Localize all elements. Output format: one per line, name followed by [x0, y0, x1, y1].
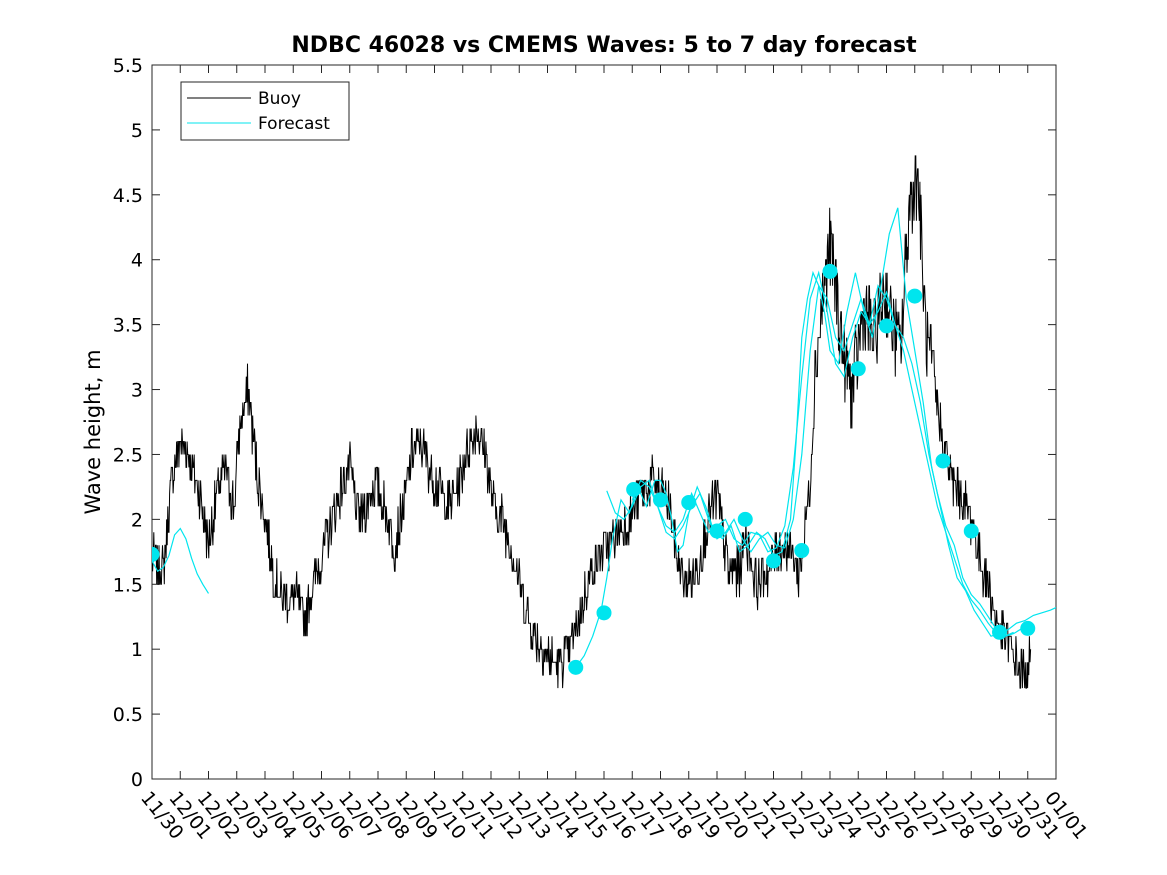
- forecast-marker: [879, 318, 894, 334]
- y-tick-label: 3.5: [113, 315, 143, 337]
- y-tick-label: 3: [131, 380, 143, 402]
- legend-box: [180, 81, 350, 141]
- forecast-marker: [794, 543, 810, 559]
- forecast-marker: [596, 605, 612, 621]
- series-group: [152, 155, 1056, 689]
- forecast-marker: [653, 492, 668, 508]
- forecast-marker: [152, 546, 160, 562]
- y-tick-label: 0: [131, 769, 143, 791]
- y-tick-label: 2: [131, 509, 143, 531]
- forecast-marker: [850, 361, 866, 377]
- y-axis-label: Wave height, m: [81, 349, 105, 514]
- series-forecast-line-2: [575, 207, 1056, 668]
- forecast-marker: [709, 523, 725, 539]
- y-tick-label: 5: [131, 120, 143, 142]
- y-tick-label: 5.5: [113, 55, 143, 77]
- forecast-marker: [992, 624, 1007, 640]
- forecast-marker: [935, 453, 951, 469]
- legend: Buoy Forecast: [180, 81, 350, 141]
- forecast-marker: [963, 523, 979, 539]
- forecast-marker: [822, 263, 838, 279]
- chart-title: NDBC 46028 vs CMEMS Waves: 5 to 7 day fo…: [291, 33, 917, 58]
- y-tick-label: 4.5: [113, 185, 143, 207]
- series-forecast-line-1: [152, 527, 210, 594]
- y-tick-label: 1: [131, 639, 143, 661]
- y-tick-label: 0.5: [113, 704, 143, 726]
- legend-label-buoy: Buoy: [258, 89, 301, 109]
- legend-label-forecast: Forecast: [258, 114, 330, 134]
- forecast-marker: [1020, 620, 1036, 636]
- series-forecast-line-3: [606, 284, 1023, 637]
- y-tick-label: 4: [131, 250, 143, 272]
- forecast-marker: [681, 494, 697, 510]
- forecast-marker: [766, 553, 781, 569]
- forecast-marker: [568, 659, 584, 675]
- y-tick-label: 1.5: [113, 574, 143, 596]
- forecast-marker: [626, 482, 642, 498]
- y-tick-label: 2.5: [113, 444, 143, 466]
- forecast-marker: [737, 511, 753, 527]
- forecast-marker: [907, 288, 923, 304]
